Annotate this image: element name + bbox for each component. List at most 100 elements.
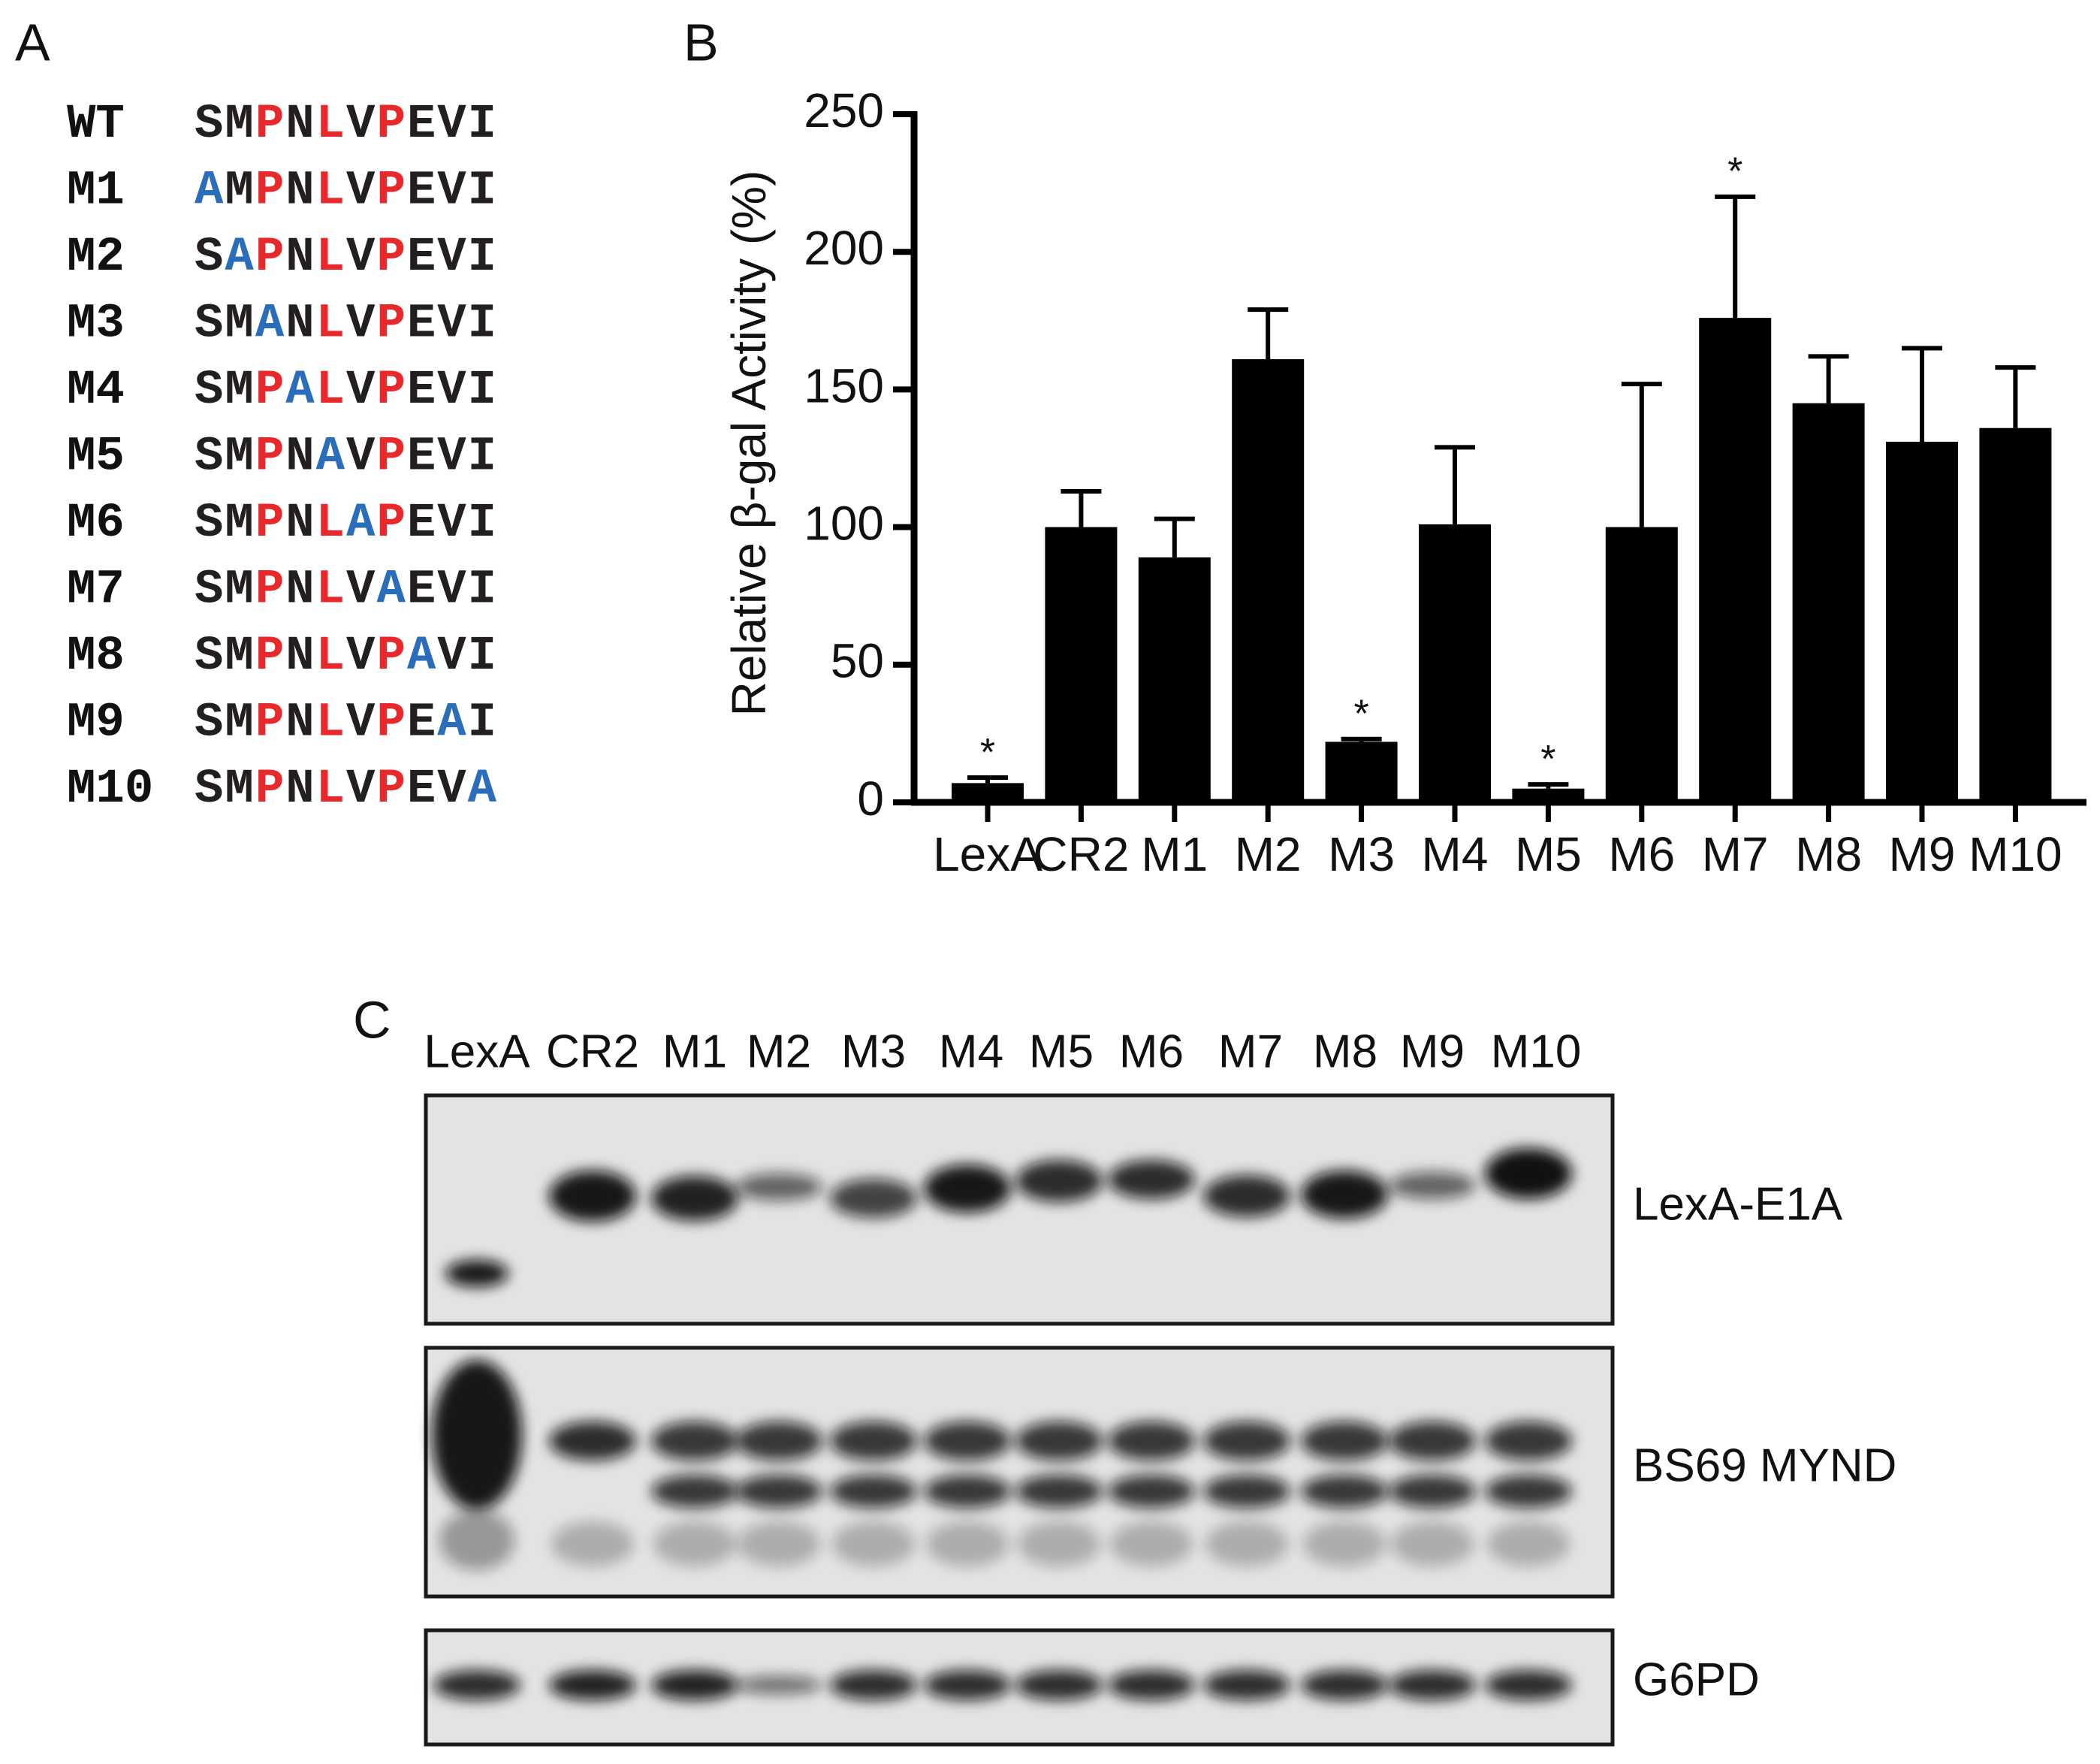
residue: I bbox=[468, 430, 498, 484]
residue: L bbox=[316, 164, 346, 218]
residue: N bbox=[285, 630, 315, 684]
band bbox=[1203, 1670, 1290, 1700]
residue: M bbox=[225, 98, 255, 152]
band bbox=[1015, 1670, 1103, 1700]
residue: I bbox=[468, 297, 498, 351]
residue: I bbox=[468, 98, 498, 152]
significance-mark: * bbox=[1353, 692, 1368, 736]
residue: P bbox=[255, 763, 285, 817]
residue: N bbox=[285, 497, 315, 551]
row-name: M8 bbox=[67, 630, 125, 684]
residue: E bbox=[407, 231, 437, 285]
residue: M bbox=[225, 763, 255, 817]
residue: P bbox=[376, 164, 406, 218]
x-tick-label: M1 bbox=[1141, 827, 1208, 881]
band bbox=[1203, 1421, 1290, 1460]
band bbox=[1389, 1475, 1476, 1508]
band bbox=[1301, 1421, 1388, 1460]
residue: P bbox=[255, 497, 285, 551]
residue: V bbox=[437, 763, 467, 817]
residue: V bbox=[437, 297, 467, 351]
sequence: SMANLVPEVI bbox=[195, 297, 498, 351]
residue: P bbox=[255, 364, 285, 418]
band bbox=[1485, 1475, 1572, 1508]
row-name: M5 bbox=[67, 430, 125, 484]
significance-mark: * bbox=[980, 731, 995, 775]
residue: E bbox=[407, 497, 437, 551]
residue: N bbox=[285, 231, 315, 285]
row-name: M6 bbox=[67, 497, 125, 551]
lane-label: CR2 bbox=[546, 1025, 639, 1077]
row-name: WT bbox=[67, 98, 125, 152]
residue: S bbox=[195, 297, 225, 351]
residue: V bbox=[437, 364, 467, 418]
bar bbox=[1605, 527, 1678, 802]
residue: M bbox=[225, 297, 255, 351]
band bbox=[445, 1260, 508, 1287]
band bbox=[1015, 1160, 1103, 1202]
residue: N bbox=[285, 164, 315, 218]
band bbox=[433, 1670, 520, 1700]
residue: L bbox=[316, 297, 346, 351]
residue: S bbox=[195, 364, 225, 418]
residue: M bbox=[225, 497, 255, 551]
residue: L bbox=[316, 763, 346, 817]
band bbox=[1485, 1148, 1572, 1199]
bar bbox=[952, 783, 1024, 802]
bar bbox=[1325, 742, 1398, 802]
residue: A bbox=[255, 297, 285, 351]
band bbox=[1015, 1475, 1103, 1508]
residue: S bbox=[195, 630, 225, 684]
band bbox=[1108, 1421, 1195, 1460]
residue: P bbox=[255, 696, 285, 750]
band bbox=[1110, 1521, 1193, 1566]
x-tick-label: M4 bbox=[1422, 827, 1489, 881]
band bbox=[651, 1475, 738, 1508]
lane-label: M8 bbox=[1313, 1025, 1377, 1077]
lane-label: M6 bbox=[1119, 1025, 1184, 1077]
lane-label: M3 bbox=[841, 1025, 906, 1077]
significance-mark: * bbox=[1540, 738, 1555, 781]
band bbox=[1205, 1521, 1288, 1566]
lane-label: LexA bbox=[424, 1025, 530, 1077]
residue: P bbox=[255, 98, 285, 152]
sequence: SMPNAVPEVI bbox=[195, 430, 498, 484]
residue: V bbox=[346, 297, 376, 351]
residue: V bbox=[437, 164, 467, 218]
residue: P bbox=[376, 364, 406, 418]
band bbox=[1108, 1670, 1195, 1700]
y-tick-label: 250 bbox=[804, 83, 884, 137]
sequence: SMPNLVPEVI bbox=[195, 98, 498, 152]
bar bbox=[1512, 788, 1585, 802]
residue: P bbox=[255, 630, 285, 684]
panel-label: B bbox=[683, 13, 719, 71]
residue: N bbox=[285, 297, 315, 351]
x-tick-label: M9 bbox=[1889, 827, 1956, 881]
band bbox=[653, 1521, 736, 1566]
row-name: M7 bbox=[67, 563, 125, 617]
band bbox=[549, 1670, 636, 1700]
row-name: M4 bbox=[67, 364, 125, 418]
sequence: SMPNLVAEVI bbox=[195, 563, 498, 617]
residue: P bbox=[376, 98, 406, 152]
x-tick-label: M7 bbox=[1702, 827, 1769, 881]
residue: M bbox=[225, 164, 255, 218]
residue: A bbox=[346, 497, 376, 551]
band bbox=[924, 1475, 1011, 1508]
bar bbox=[1045, 527, 1118, 802]
sequence: SMPNLVPAVI bbox=[195, 630, 498, 684]
band bbox=[1301, 1475, 1388, 1508]
band bbox=[432, 1360, 522, 1510]
band bbox=[735, 1676, 822, 1694]
row-name: M2 bbox=[67, 231, 125, 285]
x-tick-label: M3 bbox=[1328, 827, 1395, 881]
x-tick-label: LexA bbox=[933, 827, 1042, 881]
residue: P bbox=[376, 763, 406, 817]
lane-label: M2 bbox=[747, 1025, 811, 1077]
residue: S bbox=[195, 497, 225, 551]
residue: A bbox=[225, 231, 255, 285]
band bbox=[1389, 1172, 1476, 1199]
band bbox=[1485, 1421, 1572, 1460]
residue: A bbox=[437, 696, 467, 750]
